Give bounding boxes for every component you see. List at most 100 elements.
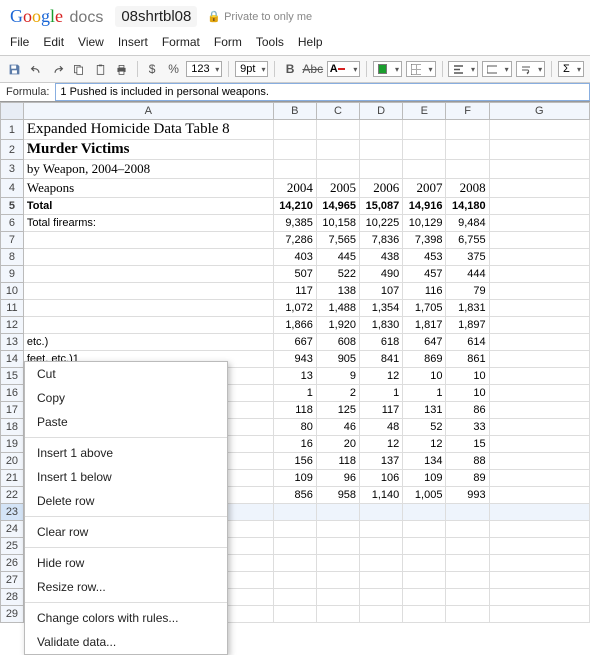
row-header[interactable]: 22 [1, 487, 24, 504]
row-header[interactable]: 8 [1, 249, 24, 266]
row-header[interactable]: 18 [1, 419, 24, 436]
menu-item-clear-row[interactable]: Clear row [25, 520, 227, 544]
cell[interactable] [446, 160, 489, 179]
cell[interactable]: 10,225 [360, 215, 403, 232]
cell[interactable] [489, 215, 589, 232]
cell[interactable] [273, 572, 316, 589]
cell[interactable]: 14,210 [273, 198, 316, 215]
row-header[interactable]: 29 [1, 606, 24, 623]
strikethrough-button[interactable]: Abc [303, 60, 323, 78]
wrap-select[interactable] [516, 61, 546, 77]
cell[interactable]: 2005 [316, 179, 359, 198]
row-header[interactable]: 2 [1, 140, 24, 160]
cell[interactable] [403, 572, 446, 589]
cell[interactable] [489, 504, 589, 521]
cell[interactable]: 2006 [360, 179, 403, 198]
cell[interactable]: 117 [360, 402, 403, 419]
cell[interactable]: 1,072 [273, 300, 316, 317]
cell[interactable]: 10 [446, 385, 489, 402]
borders-select[interactable] [406, 61, 436, 77]
cell[interactable]: 7,286 [273, 232, 316, 249]
cell[interactable] [489, 521, 589, 538]
privacy-indicator[interactable]: 🔒Private to only me [207, 10, 312, 23]
cell[interactable] [316, 521, 359, 538]
cell[interactable] [23, 249, 273, 266]
menu-item-insert-1-above[interactable]: Insert 1 above [25, 441, 227, 465]
cell[interactable] [489, 283, 589, 300]
cell[interactable]: 9 [316, 368, 359, 385]
row-header[interactable]: 15 [1, 368, 24, 385]
cell[interactable] [360, 160, 403, 179]
cell[interactable] [273, 538, 316, 555]
cell[interactable]: 12 [403, 436, 446, 453]
cell[interactable]: 667 [273, 334, 316, 351]
cell[interactable]: 14,965 [316, 198, 359, 215]
cell[interactable]: 10,158 [316, 215, 359, 232]
cell[interactable] [489, 198, 589, 215]
cell[interactable] [273, 606, 316, 623]
cell[interactable] [489, 487, 589, 504]
cell[interactable] [316, 572, 359, 589]
row-header[interactable]: 21 [1, 470, 24, 487]
cell[interactable] [489, 385, 589, 402]
cell[interactable] [446, 589, 489, 606]
menu-insert[interactable]: Insert [118, 35, 148, 49]
cell[interactable] [403, 589, 446, 606]
cell[interactable]: 1,817 [403, 317, 446, 334]
cell[interactable]: Weapons [23, 179, 273, 198]
menu-file[interactable]: File [10, 35, 29, 49]
cell[interactable]: 7,398 [403, 232, 446, 249]
col-header-B[interactable]: B [273, 103, 316, 120]
cell[interactable] [489, 453, 589, 470]
cell[interactable]: 869 [403, 351, 446, 368]
menu-item-delete-row[interactable]: Delete row [25, 489, 227, 513]
cell[interactable] [316, 140, 359, 160]
cell[interactable]: 79 [446, 283, 489, 300]
cell[interactable]: 116 [403, 283, 446, 300]
row-header[interactable]: 19 [1, 436, 24, 453]
redo-icon[interactable] [49, 60, 66, 78]
cell[interactable] [23, 317, 273, 334]
cell[interactable] [316, 606, 359, 623]
cell[interactable]: 1,140 [360, 487, 403, 504]
cell[interactable]: 618 [360, 334, 403, 351]
cell[interactable]: 2 [316, 385, 359, 402]
menu-help[interactable]: Help [298, 35, 323, 49]
col-header-F[interactable]: F [446, 103, 489, 120]
cell[interactable]: 12 [360, 368, 403, 385]
cell[interactable]: 6,755 [446, 232, 489, 249]
cell[interactable] [360, 555, 403, 572]
row-header[interactable]: 20 [1, 453, 24, 470]
row-header[interactable]: 7 [1, 232, 24, 249]
row-header[interactable]: 12 [1, 317, 24, 334]
cell[interactable]: 125 [316, 402, 359, 419]
cell[interactable] [489, 606, 589, 623]
row-header[interactable]: 25 [1, 538, 24, 555]
cell[interactable]: 444 [446, 266, 489, 283]
cell[interactable] [316, 504, 359, 521]
cell[interactable]: 507 [273, 266, 316, 283]
cell[interactable] [489, 300, 589, 317]
cell[interactable] [446, 606, 489, 623]
row-header[interactable]: 26 [1, 555, 24, 572]
row-header[interactable]: 27 [1, 572, 24, 589]
row-header[interactable]: 11 [1, 300, 24, 317]
col-header-D[interactable]: D [360, 103, 403, 120]
cell[interactable]: 86 [446, 402, 489, 419]
cell[interactable] [23, 266, 273, 283]
menu-item-cut[interactable]: Cut [25, 362, 227, 386]
cell[interactable]: 1,920 [316, 317, 359, 334]
menu-form[interactable]: Form [214, 35, 242, 49]
cell[interactable]: 137 [360, 453, 403, 470]
cell[interactable]: 89 [446, 470, 489, 487]
cell[interactable] [403, 538, 446, 555]
cell[interactable] [23, 283, 273, 300]
cell[interactable]: 1,705 [403, 300, 446, 317]
menu-tools[interactable]: Tools [256, 35, 284, 49]
cell[interactable]: 10 [446, 368, 489, 385]
cell[interactable] [360, 572, 403, 589]
cell[interactable]: 12 [360, 436, 403, 453]
cell[interactable]: 614 [446, 334, 489, 351]
cell[interactable] [489, 160, 589, 179]
cell[interactable]: 1,830 [360, 317, 403, 334]
